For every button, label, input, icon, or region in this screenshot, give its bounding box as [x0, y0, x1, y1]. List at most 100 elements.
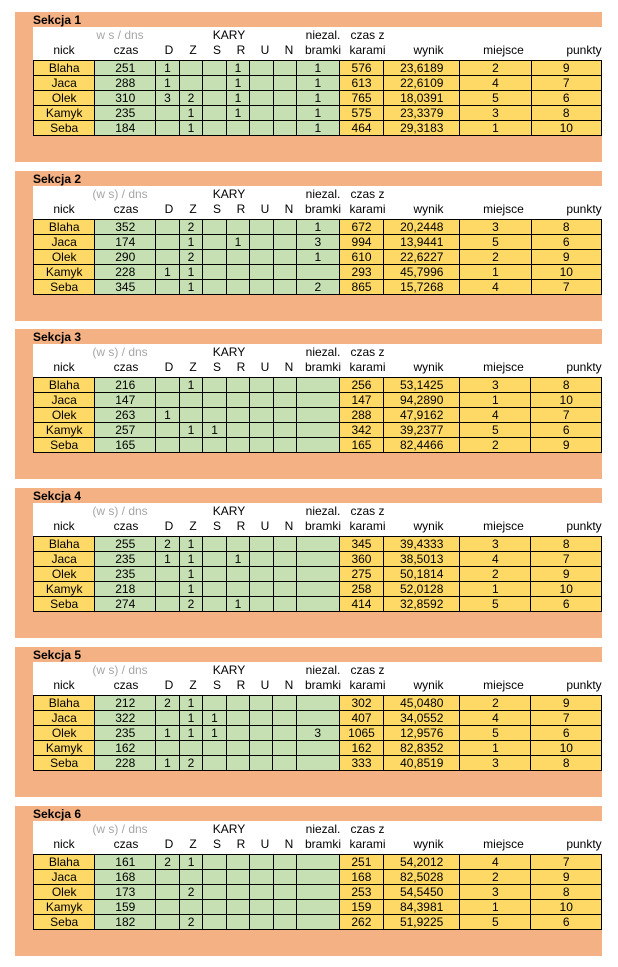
- cell-niezal[interactable]: [295, 854, 340, 870]
- cell-niezal[interactable]: 1: [295, 249, 340, 265]
- cell-czasz[interactable]: 168: [338, 869, 385, 885]
- cell-czas[interactable]: 216: [94, 377, 157, 393]
- cell-z[interactable]: 2: [178, 90, 204, 106]
- cell-niezal[interactable]: [295, 264, 340, 280]
- cell-niezal[interactable]: [295, 581, 340, 597]
- cell-miejsce[interactable]: 2: [459, 566, 532, 582]
- cell-niezal[interactable]: 1: [295, 120, 340, 136]
- cell-nick[interactable]: Seba: [32, 755, 96, 771]
- cell-niezal[interactable]: [295, 596, 340, 612]
- cell-punkty[interactable]: 7: [530, 407, 602, 423]
- cell-czasz[interactable]: 865: [338, 279, 385, 295]
- cell-czas[interactable]: 173: [94, 884, 157, 900]
- cell-niezal[interactable]: 1: [295, 60, 340, 76]
- cell-nick[interactable]: Seba: [32, 120, 96, 136]
- cell-d[interactable]: [155, 279, 180, 295]
- cell-czas[interactable]: 165: [94, 437, 157, 453]
- cell-d[interactable]: [155, 740, 180, 756]
- cell-n[interactable]: [272, 740, 297, 756]
- cell-czas[interactable]: 322: [94, 710, 157, 726]
- cell-wynik[interactable]: 34,0552: [383, 710, 461, 726]
- cell-u[interactable]: [249, 279, 274, 295]
- cell-n[interactable]: [272, 695, 297, 711]
- cell-r[interactable]: [225, 536, 251, 552]
- cell-d[interactable]: [155, 566, 180, 582]
- cell-miejsce[interactable]: 5: [459, 90, 532, 106]
- cell-z[interactable]: 1: [178, 279, 204, 295]
- cell-punkty[interactable]: 10: [530, 392, 602, 408]
- cell-wynik[interactable]: 20,2448: [383, 219, 461, 235]
- cell-miejsce[interactable]: 3: [459, 536, 532, 552]
- cell-nick[interactable]: Jaca: [32, 234, 96, 250]
- cell-n[interactable]: [272, 869, 297, 885]
- cell-r[interactable]: [225, 219, 251, 235]
- cell-s[interactable]: [202, 899, 227, 915]
- cell-wynik[interactable]: 38,5013: [383, 551, 461, 567]
- cell-punkty[interactable]: 9: [530, 437, 602, 453]
- cell-z[interactable]: [178, 392, 204, 408]
- cell-s[interactable]: [202, 695, 227, 711]
- cell-punkty[interactable]: 8: [530, 377, 602, 393]
- cell-n[interactable]: [272, 536, 297, 552]
- cell-z[interactable]: 1: [178, 725, 204, 741]
- cell-nick[interactable]: Kamyk: [32, 422, 96, 438]
- cell-r[interactable]: [225, 725, 251, 741]
- cell-miejsce[interactable]: 1: [459, 120, 532, 136]
- cell-punkty[interactable]: 9: [530, 695, 602, 711]
- cell-u[interactable]: [249, 695, 274, 711]
- cell-d[interactable]: [155, 581, 180, 597]
- cell-z[interactable]: 2: [178, 596, 204, 612]
- cell-d[interactable]: 1: [155, 551, 180, 567]
- cell-czas[interactable]: 290: [94, 249, 157, 265]
- cell-s[interactable]: [202, 884, 227, 900]
- cell-czas[interactable]: 235: [94, 551, 157, 567]
- cell-wynik[interactable]: 82,4466: [383, 437, 461, 453]
- cell-u[interactable]: [249, 854, 274, 870]
- cell-r[interactable]: [225, 899, 251, 915]
- cell-n[interactable]: [272, 854, 297, 870]
- cell-z[interactable]: 1: [178, 536, 204, 552]
- cell-z[interactable]: 2: [178, 219, 204, 235]
- cell-czasz[interactable]: 147: [338, 392, 385, 408]
- cell-r[interactable]: [225, 392, 251, 408]
- cell-miejsce[interactable]: 1: [459, 392, 532, 408]
- cell-niezal[interactable]: 1: [295, 219, 340, 235]
- cell-nick[interactable]: Kamyk: [32, 740, 96, 756]
- cell-n[interactable]: [272, 596, 297, 612]
- cell-nick[interactable]: Blaha: [32, 377, 96, 393]
- cell-s[interactable]: [202, 551, 227, 567]
- cell-wynik[interactable]: 53,1425: [383, 377, 461, 393]
- cell-punkty[interactable]: 6: [530, 914, 602, 930]
- cell-z[interactable]: [178, 437, 204, 453]
- cell-s[interactable]: 1: [202, 422, 227, 438]
- cell-d[interactable]: 3: [155, 90, 180, 106]
- cell-z[interactable]: 1: [178, 422, 204, 438]
- cell-s[interactable]: [202, 536, 227, 552]
- cell-n[interactable]: [272, 899, 297, 915]
- cell-z[interactable]: 1: [178, 551, 204, 567]
- cell-miejsce[interactable]: 5: [459, 422, 532, 438]
- cell-wynik[interactable]: 39,4333: [383, 536, 461, 552]
- cell-u[interactable]: [249, 884, 274, 900]
- cell-wynik[interactable]: 51,9225: [383, 914, 461, 930]
- cell-r[interactable]: [225, 869, 251, 885]
- cell-czasz[interactable]: 575: [338, 105, 385, 121]
- cell-czasz[interactable]: 256: [338, 377, 385, 393]
- cell-r[interactable]: [225, 740, 251, 756]
- cell-n[interactable]: [272, 710, 297, 726]
- cell-niezal[interactable]: [295, 884, 340, 900]
- cell-u[interactable]: [249, 219, 274, 235]
- cell-s[interactable]: [202, 740, 227, 756]
- cell-niezal[interactable]: 3: [295, 234, 340, 250]
- cell-czasz[interactable]: 288: [338, 407, 385, 423]
- cell-u[interactable]: [249, 392, 274, 408]
- cell-d[interactable]: 2: [155, 536, 180, 552]
- cell-u[interactable]: [249, 422, 274, 438]
- cell-s[interactable]: [202, 596, 227, 612]
- cell-punkty[interactable]: 6: [530, 422, 602, 438]
- cell-niezal[interactable]: [295, 422, 340, 438]
- cell-r[interactable]: [225, 120, 251, 136]
- cell-d[interactable]: [155, 869, 180, 885]
- cell-miejsce[interactable]: 4: [459, 854, 532, 870]
- cell-nick[interactable]: Blaha: [32, 536, 96, 552]
